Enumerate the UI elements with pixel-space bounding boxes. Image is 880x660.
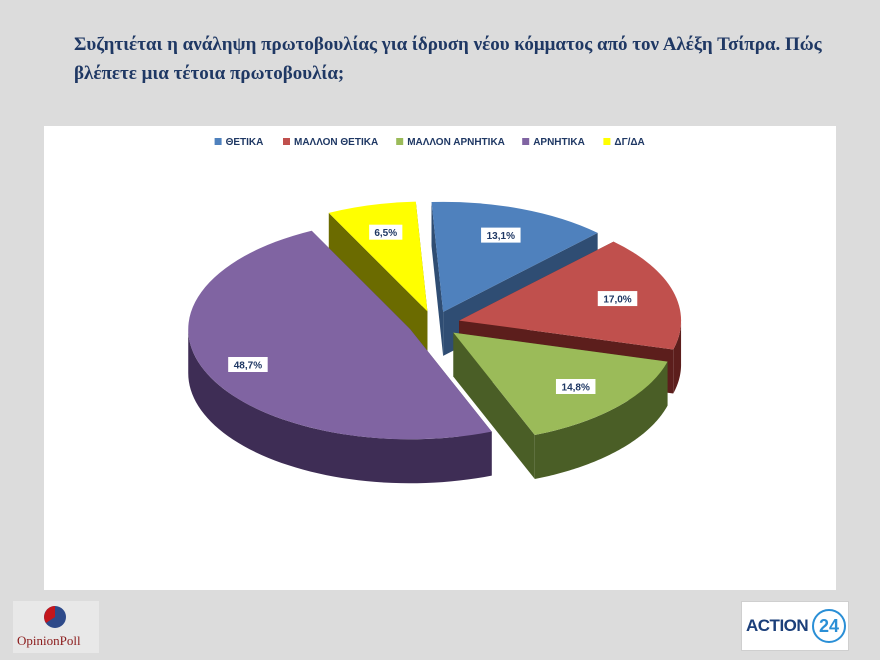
legend-label-2: ΜΑΛΛΟΝ ΑΡΝΗΤΙΚΑ — [407, 137, 505, 148]
data-label-box-0 — [481, 227, 521, 243]
legend-label-4: ΔΓ/ΔΑ — [614, 137, 644, 148]
pie-slice-4 — [328, 201, 428, 312]
action24-logo-text: ACTION — [746, 616, 809, 635]
opinionpoll-logo-text: OpinionPoll — [17, 633, 81, 648]
slice-side-0-0 — [431, 201, 444, 356]
data-label-box-3 — [228, 356, 268, 372]
pie-tops — [188, 201, 682, 440]
legend-swatch-0 — [214, 138, 222, 145]
legend-swatch-3 — [522, 138, 530, 145]
pie-chart: ΘΕΤΙΚΑ ΜΑΛΛΟΝ ΘΕΤΙΚΑ ΜΑΛΛΟΝ ΑΡΝΗΤΙΚΑ ΑΡΝΗΤΙ… — [188, 137, 682, 484]
chart-panel: ΘΕΤΙΚΑ ΜΑΛΛΟΝ ΘΕΤΙΚΑ ΜΑΛΛΟΝ ΑΡΝΗΤΙΚΑ ΑΡΝΗΤΙ… — [44, 126, 836, 590]
slice-side-4-0 — [328, 212, 428, 356]
slice-wall-1-0 — [673, 319, 682, 394]
pie-slice-3 — [188, 230, 492, 440]
data-label-2: 14,8% — [562, 383, 590, 394]
opinionpoll-logo-icon — [44, 606, 66, 628]
pie-labels: 13,1% 17,0% 14,8% 48,7% 6,5% — [228, 224, 638, 395]
legend-swatch-4 — [603, 138, 611, 145]
slide-title: Συζητιέται η ανάληψη πρωτοβουλίας για ίδ… — [74, 34, 822, 84]
opinionpoll-logo: OpinionPoll — [13, 601, 99, 653]
action24-logo-number: 24 — [812, 609, 846, 643]
data-label-3: 48,7% — [234, 360, 262, 371]
action24-logo: ACTION 24 — [741, 601, 849, 651]
legend-label-3: ΑΡΝΗΤΙΚΑ — [533, 137, 585, 148]
data-label-4: 6,5% — [374, 228, 397, 239]
data-label-box-1 — [597, 291, 638, 307]
legend-label-1: ΜΑΛΛΟΝ ΘΕΤΙΚΑ — [294, 137, 378, 148]
slice-side-2-1 — [453, 332, 535, 480]
data-label-0: 13,1% — [487, 231, 515, 242]
legend-label-0: ΘΕΤΙΚΑ — [226, 137, 264, 148]
data-label-box-4 — [369, 224, 403, 240]
legend-swatch-2 — [396, 138, 404, 145]
slice-wall-2-0 — [534, 361, 668, 480]
pie-slice-0 — [431, 201, 598, 312]
slice-wall-3-0 — [188, 329, 492, 484]
chart-legend: ΘΕΤΙΚΑ ΜΑΛΛΟΝ ΘΕΤΙΚΑ ΜΑΛΛΟΝ ΑΡΝΗΤΙΚΑ ΑΡΝΗΤΙ… — [214, 137, 645, 148]
data-label-1: 17,0% — [603, 295, 631, 306]
legend-swatch-1 — [283, 138, 290, 145]
data-label-box-2 — [555, 379, 596, 395]
pie-slice-1 — [459, 241, 682, 350]
